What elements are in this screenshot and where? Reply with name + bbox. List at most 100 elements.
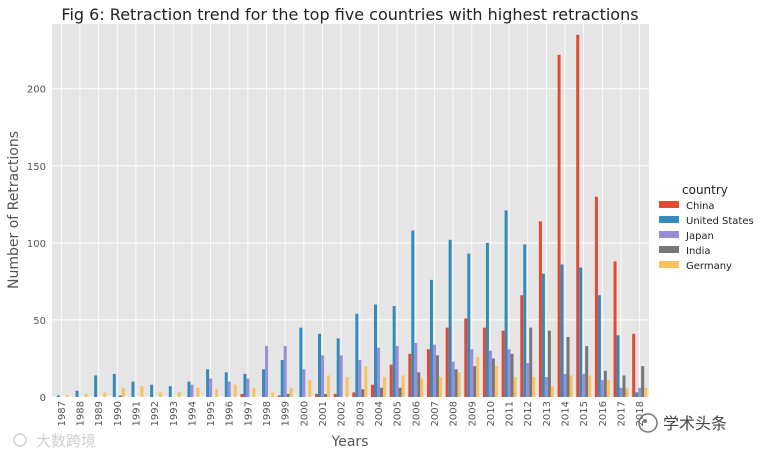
bar xyxy=(457,372,461,397)
bar xyxy=(262,369,266,397)
bar xyxy=(544,376,548,397)
bar xyxy=(392,306,396,397)
bar xyxy=(321,355,325,397)
legend: country China United States Japan India Germ… xyxy=(659,183,754,272)
bar xyxy=(318,333,322,397)
bar xyxy=(355,313,359,397)
x-tick-label: 2003 xyxy=(355,401,366,426)
bar xyxy=(140,386,144,397)
legend-entry: India xyxy=(686,246,711,257)
y-tick-label: 150 xyxy=(27,162,46,173)
bar xyxy=(240,393,244,397)
bar xyxy=(473,366,477,397)
bar xyxy=(277,395,281,397)
bar xyxy=(448,239,452,397)
bar xyxy=(280,360,284,397)
bar xyxy=(550,386,554,397)
bar xyxy=(641,366,645,397)
y-axis-ticks: 0 50 100 150 200 xyxy=(27,85,46,404)
legend-title: country xyxy=(682,183,728,197)
bar xyxy=(594,196,598,397)
bar xyxy=(265,346,269,397)
bar xyxy=(224,372,228,397)
bar xyxy=(625,387,629,397)
bar xyxy=(470,349,474,397)
bar xyxy=(520,295,524,397)
bar xyxy=(112,373,116,397)
bar xyxy=(603,370,607,397)
bar xyxy=(84,393,88,397)
bar xyxy=(358,360,362,397)
x-tick-label: 2010 xyxy=(486,401,497,426)
x-tick-label: 1997 xyxy=(243,401,254,426)
bar xyxy=(600,380,604,397)
bar xyxy=(619,387,623,397)
x-tick-label: 2015 xyxy=(579,401,590,426)
bar xyxy=(65,395,69,397)
bars xyxy=(56,34,648,398)
x-tick-label: 1990 xyxy=(113,401,124,426)
y-axis-label: Number of Retractions xyxy=(6,131,22,289)
bar xyxy=(398,387,402,397)
bar xyxy=(374,304,377,397)
bar xyxy=(333,393,337,397)
watermark-left: 大数跨境 xyxy=(36,432,96,450)
x-tick-label: 2014 xyxy=(561,401,572,426)
bar xyxy=(246,378,250,397)
x-tick-label: 2011 xyxy=(505,401,516,426)
bar xyxy=(632,333,636,397)
x-tick-label: 2001 xyxy=(318,401,329,426)
bar xyxy=(417,372,421,397)
x-tick-label: 2009 xyxy=(467,401,478,426)
x-tick-label: 2012 xyxy=(523,401,534,426)
y-tick-label: 50 xyxy=(33,316,46,327)
bar xyxy=(510,353,514,397)
legend-entry: China xyxy=(686,201,715,212)
bar xyxy=(616,335,620,397)
bar xyxy=(299,327,303,397)
bar xyxy=(56,395,60,397)
bar xyxy=(432,344,436,397)
bar xyxy=(579,267,583,397)
bar xyxy=(315,393,319,397)
bar xyxy=(150,384,154,397)
bar xyxy=(644,387,648,397)
bar xyxy=(177,392,181,397)
legend-swatch xyxy=(659,201,679,208)
bar xyxy=(187,381,191,397)
bar xyxy=(454,369,458,397)
x-tick-label: 2017 xyxy=(617,401,628,426)
bar xyxy=(361,389,365,397)
bar xyxy=(364,366,368,397)
bar xyxy=(168,386,172,397)
x-tick-label: 1996 xyxy=(225,401,236,426)
bar xyxy=(243,373,247,397)
bar xyxy=(638,387,642,397)
y-tick-label: 0 xyxy=(40,393,46,404)
bar xyxy=(414,343,418,397)
bar xyxy=(494,366,498,397)
x-tick-label: 2018 xyxy=(635,401,646,426)
legend-swatch xyxy=(659,261,679,268)
bar xyxy=(582,373,586,397)
x-tick-label: 2002 xyxy=(337,401,348,426)
bar xyxy=(121,387,125,397)
bar xyxy=(379,387,383,397)
x-tick-label: 1989 xyxy=(94,401,105,426)
x-tick-label: 2004 xyxy=(374,401,385,426)
bar xyxy=(252,387,256,397)
bar xyxy=(283,346,287,397)
bar xyxy=(103,392,107,397)
bar xyxy=(371,384,375,397)
x-axis-label: Years xyxy=(331,434,369,450)
bar xyxy=(227,381,231,397)
x-tick-label: 2008 xyxy=(449,401,460,426)
bar xyxy=(389,364,393,397)
bar xyxy=(538,221,542,397)
bar xyxy=(504,210,508,397)
y-tick-label: 100 xyxy=(27,239,46,250)
bar xyxy=(289,387,293,397)
bar xyxy=(488,350,492,397)
bar xyxy=(526,363,530,397)
